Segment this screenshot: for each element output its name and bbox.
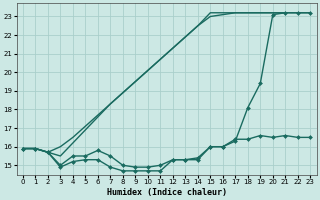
X-axis label: Humidex (Indice chaleur): Humidex (Indice chaleur) bbox=[107, 188, 227, 197]
